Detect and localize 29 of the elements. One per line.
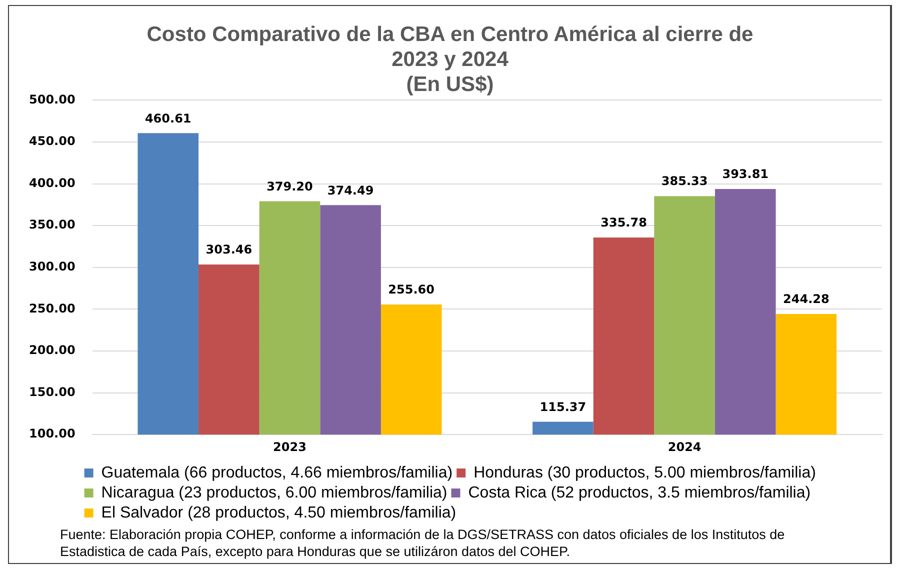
x-tick-label: 2024 xyxy=(668,440,702,454)
chart-subtitle: (En US$) xyxy=(405,72,495,97)
legend-label: Honduras (30 productos, 5.00 miembros/familia) xyxy=(474,464,816,482)
data-label: 460.61 xyxy=(144,111,192,126)
source-note: Fuente: Elaboración propia COHEP, conforme a información de la DGS/SETRASS con datos oficiales de los Institutos de Estadistica de cada País, excepto para Honduras que se utilizáron datos del COHEP. xyxy=(60,526,786,560)
y-tick-label: 300.00 xyxy=(28,260,76,274)
data-label: 335.78 xyxy=(600,216,647,230)
y-tick-label: 100.00 xyxy=(28,426,76,441)
chart-title: Costo Comparativo de la CBA en Centro América al cierre de 2023 y 2024 xyxy=(146,22,754,72)
legend-label: Costa Rica (52 productos, 3.5 miembros/familia) xyxy=(468,484,811,502)
legend-label: El Salvador (28 productos, 4.50 miembros/familia) xyxy=(101,504,456,522)
data-label: 385.33 xyxy=(661,174,708,188)
data-label: 379.20 xyxy=(266,179,313,194)
y-tick-label: 450.00 xyxy=(28,134,76,148)
y-tick-label: 350.00 xyxy=(28,218,76,232)
y-tick-label: 500.00 xyxy=(28,92,76,106)
y-tick-label: 200.00 xyxy=(28,343,76,358)
legend-label: Nicaragua (23 productos, 6.00 miembros/familia) xyxy=(101,484,448,502)
data-label: 244.28 xyxy=(783,292,830,306)
x-tick-label: 2023 xyxy=(273,440,306,454)
y-tick-label: 150.00 xyxy=(28,384,76,399)
data-label: 255.60 xyxy=(388,282,434,297)
data-label: 393.81 xyxy=(722,167,769,182)
data-label: 374.49 xyxy=(327,183,374,198)
y-tick-label: 250.00 xyxy=(28,301,76,316)
data-label: 303.46 xyxy=(206,242,252,257)
legend-label: Guatemala (66 productos, 4.66 miembros/familia) xyxy=(101,464,453,482)
data-label: 115.37 xyxy=(540,400,586,414)
y-tick-label: 400.00 xyxy=(28,176,76,190)
